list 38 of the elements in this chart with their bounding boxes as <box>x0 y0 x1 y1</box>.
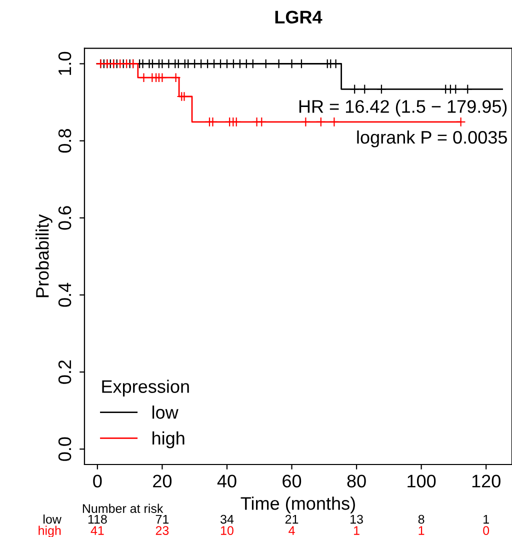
x-axis-title: Time (months) <box>240 496 355 514</box>
text: 1 <box>484 514 489 524</box>
text: low <box>44 514 62 524</box>
annotation: HR = 16.42 (1.5 − 179.95) <box>299 100 507 116</box>
text: 0 <box>483 526 490 535</box>
y-tick-label: 0.0 <box>58 437 72 461</box>
legend-title: Expression <box>102 380 189 397</box>
y-tick-label: 0.6 <box>58 206 72 230</box>
legend-label: high <box>152 431 184 448</box>
text: 10 <box>220 526 234 535</box>
y-tick-label: 1.0 <box>58 52 72 75</box>
y-tick-label: 0.4 <box>58 282 72 307</box>
x-tick-label: 20 <box>153 474 172 488</box>
text: 71 <box>156 514 169 524</box>
text: 1 <box>354 526 360 535</box>
y-axis-title: Probability <box>36 214 52 298</box>
text: 21 <box>285 514 298 524</box>
text: 8 <box>418 514 424 524</box>
annotation: logrank P = 0.0035 <box>357 130 507 148</box>
text: 4 <box>288 526 295 535</box>
text: 23 <box>156 526 169 535</box>
x-tick-label: 80 <box>347 474 366 488</box>
text: 34 <box>220 514 234 524</box>
x-tick-label: 120 <box>472 474 500 488</box>
y-tick-label: 0.8 <box>58 129 72 153</box>
x-tick-label: 100 <box>408 474 436 488</box>
text: 13 <box>350 514 363 524</box>
x-tick-label: 0 <box>93 474 102 488</box>
x-tick-label: 40 <box>217 474 236 488</box>
chart-title: LGR4 <box>275 10 322 24</box>
x-tick-label: 60 <box>282 474 302 488</box>
text: 118 <box>88 514 107 524</box>
text: high <box>38 526 61 537</box>
y-tick-label: 0.2 <box>58 360 72 384</box>
text: Number at risk <box>82 504 164 513</box>
text: 41 <box>90 526 104 535</box>
legend-label: low <box>152 406 178 419</box>
text: 1 <box>418 526 424 535</box>
